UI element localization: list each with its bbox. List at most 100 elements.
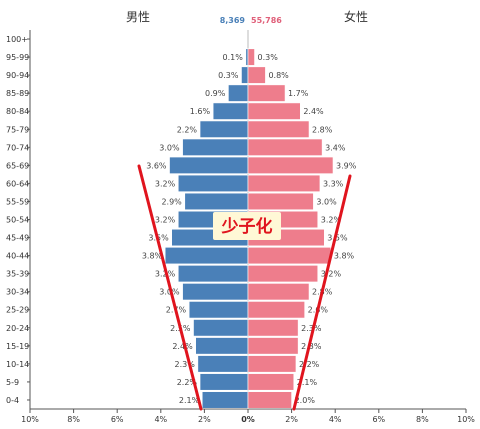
x-tick-label: 8% <box>416 415 429 424</box>
male-value-label: 3.0% <box>159 288 180 297</box>
male-value-label: 3.6% <box>146 161 167 170</box>
female-value-label: 2.2% <box>299 360 320 369</box>
age-group-label: 60-64 <box>6 179 29 188</box>
female-value-label: 2.0% <box>295 396 316 405</box>
male-value-label: 2.4% <box>172 342 193 351</box>
age-group-label: 10-14 <box>6 360 29 369</box>
male-value-label: 3.2% <box>155 216 176 225</box>
female-title: 女性 <box>344 9 368 24</box>
age-group-label: 55-59 <box>6 197 29 206</box>
female-bar <box>247 174 321 193</box>
age-group-label: 35-39 <box>6 270 29 279</box>
annotation-label-bg <box>213 212 281 240</box>
age-group-label: 85-89 <box>6 89 29 98</box>
age-group-label: 15-19 <box>6 342 29 351</box>
female-bar <box>247 192 314 211</box>
age-group-label: 95-99 <box>6 53 29 62</box>
male-value-label: 2.3% <box>175 360 196 369</box>
female-bar <box>247 319 299 337</box>
x-tick-label: 6% <box>111 415 124 424</box>
male-bar <box>245 48 249 66</box>
age-group-label: 80-84 <box>6 107 29 116</box>
male-value-label: 1.6% <box>190 107 211 116</box>
female-bar <box>247 355 297 373</box>
male-value-label: 2.2% <box>177 378 198 387</box>
female-bar <box>247 373 295 391</box>
male-bar <box>228 84 249 102</box>
age-group-label: 40-44 <box>6 252 29 261</box>
male-bar <box>199 373 249 391</box>
male-bar <box>177 174 249 193</box>
x-tick-label: 8% <box>67 415 80 424</box>
female-bar <box>247 156 334 174</box>
male-bar <box>201 391 249 409</box>
female-bar <box>247 391 292 409</box>
female-value-label: 3.8% <box>334 252 355 261</box>
x-tick-label: 2% <box>285 415 298 424</box>
age-group-label: 70-74 <box>6 143 29 152</box>
male-bar <box>188 301 249 319</box>
female-bar <box>247 102 301 120</box>
age-group-label: 25-29 <box>6 306 29 315</box>
male-value-label: 0.9% <box>205 89 226 98</box>
female-value-label: 3.0% <box>316 197 337 206</box>
age-group-label: 75-79 <box>6 125 29 134</box>
male-bar <box>197 355 249 373</box>
female-value-label: 2.8% <box>312 125 333 134</box>
male-bar <box>184 192 249 211</box>
x-tick-label: 2% <box>198 415 211 424</box>
female-value-label: 3.3% <box>323 179 344 188</box>
age-group-label: 50-54 <box>6 216 29 225</box>
female-value-label: 3.2% <box>321 270 342 279</box>
age-group-label: 65-69 <box>6 161 29 170</box>
x-tick-label: 4% <box>329 415 342 424</box>
annotation-label: 少子化 <box>221 216 273 237</box>
female-bar <box>247 301 305 319</box>
age-group-label: 5-9 <box>6 378 19 387</box>
female-bar <box>247 138 323 156</box>
male-bar <box>212 102 249 120</box>
male-bar <box>169 156 249 174</box>
female-value-label: 3.2% <box>321 216 342 225</box>
female-value-label: 3.4% <box>325 143 346 152</box>
male-value-label: 0.1% <box>222 53 243 62</box>
male-bar <box>241 66 249 84</box>
age-group-label: 45-49 <box>6 234 29 243</box>
x-tick-label: 10% <box>457 415 475 424</box>
female-bar <box>247 265 319 283</box>
female-value-label: 2.3% <box>301 324 322 333</box>
female-bar <box>247 66 266 84</box>
male-bar <box>164 246 249 265</box>
female-value-label: 1.7% <box>288 89 309 98</box>
x-tick-label: 10% <box>21 415 39 424</box>
female-value-label: 0.8% <box>268 71 289 80</box>
male-bar <box>177 265 249 283</box>
male-bar <box>199 120 249 138</box>
female-bar <box>247 246 332 265</box>
female-value-label: 0.3% <box>258 53 279 62</box>
female-value-label: 2.4% <box>303 107 324 116</box>
male-value-label: 3.8% <box>142 252 163 261</box>
female-bar <box>247 337 299 355</box>
male-title: 男性 <box>126 10 150 24</box>
x-tick-label: 4% <box>154 415 167 424</box>
age-group-label: 100+ <box>6 35 28 44</box>
female-bar <box>247 120 310 138</box>
female-value-label: 2.3% <box>301 342 322 351</box>
annotation-left-line <box>137 164 203 411</box>
age-group-label: 0-4 <box>6 396 19 405</box>
x-tick-label: 6% <box>372 415 385 424</box>
female-value-label: 3.5% <box>327 234 348 243</box>
male-bar <box>182 283 249 301</box>
male-value-label: 2.1% <box>179 396 200 405</box>
age-group-label: 90-94 <box>6 71 29 80</box>
female-value-label: 3.9% <box>336 161 357 170</box>
annotation-right-line <box>292 174 352 411</box>
male-value-label: 3.2% <box>155 179 176 188</box>
male-bar <box>195 337 249 355</box>
male-bar <box>182 138 249 156</box>
age-group-label: 20-24 <box>6 324 29 333</box>
age-group-label: 30-34 <box>6 288 29 297</box>
male-value-label: 2.2% <box>177 125 198 134</box>
